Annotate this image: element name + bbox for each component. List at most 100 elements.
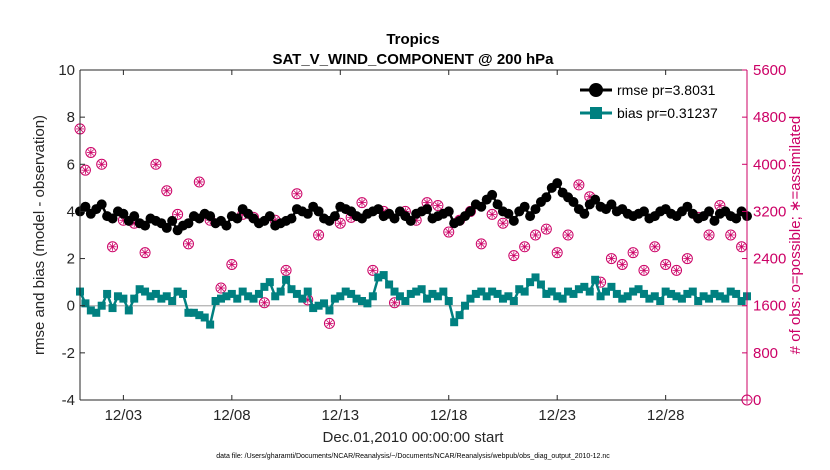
obs-count-point bbox=[595, 276, 607, 288]
bias-marker bbox=[238, 287, 247, 296]
bias-marker bbox=[504, 292, 513, 301]
bias-marker bbox=[330, 294, 339, 303]
obs-count-point bbox=[182, 238, 194, 250]
bias-marker bbox=[439, 287, 448, 296]
rmse-marker bbox=[422, 204, 433, 215]
obs-count-point bbox=[714, 200, 726, 212]
data-file-footnote: data file: /Users/gharamti/Documents/NCA… bbox=[216, 453, 610, 460]
obs-count-point bbox=[497, 217, 509, 229]
obs-count-point bbox=[671, 264, 683, 276]
bias-marker bbox=[113, 292, 122, 301]
bias-marker bbox=[233, 294, 242, 303]
obs-count-point bbox=[486, 208, 498, 220]
x-tick-label: 12/23 bbox=[538, 407, 576, 424]
bias-marker bbox=[151, 289, 160, 298]
bias-marker bbox=[184, 308, 193, 317]
obs-count-point bbox=[161, 185, 173, 197]
rmse-marker bbox=[221, 220, 232, 231]
bias-marker bbox=[515, 285, 524, 294]
y-tick-label-left: 4 bbox=[67, 203, 75, 220]
rmse-marker bbox=[606, 199, 617, 210]
bias-marker bbox=[363, 299, 372, 308]
chart-subtitle: SAT_V_WIND_COMPONENT @ 200 hPa bbox=[272, 51, 554, 68]
obs-count-point bbox=[172, 208, 184, 220]
bias-marker bbox=[477, 287, 486, 296]
rmse-marker bbox=[465, 206, 476, 217]
obs-count-point bbox=[681, 253, 693, 265]
obs-count-point bbox=[605, 253, 617, 265]
rmse-marker bbox=[476, 201, 487, 212]
rmse-marker bbox=[264, 211, 275, 222]
bias-marker bbox=[406, 289, 415, 298]
bias-marker bbox=[368, 292, 377, 301]
rmse-marker bbox=[129, 211, 140, 222]
x-tick-label: 12/03 bbox=[105, 407, 143, 424]
bias-marker bbox=[141, 287, 150, 296]
bias-marker bbox=[461, 301, 470, 310]
bias-marker bbox=[352, 294, 361, 303]
obs-count-point bbox=[334, 217, 346, 229]
rmse-marker bbox=[232, 213, 243, 224]
rmse-marker bbox=[508, 215, 519, 226]
obs-count-point bbox=[562, 229, 574, 241]
rmse-marker bbox=[530, 204, 541, 215]
bias-marker bbox=[564, 287, 573, 296]
bias-marker bbox=[705, 294, 714, 303]
bias-marker bbox=[227, 289, 236, 298]
bias-marker bbox=[607, 282, 616, 291]
obs-count-point bbox=[150, 158, 162, 170]
rmse-marker bbox=[373, 204, 384, 215]
bias-marker bbox=[86, 306, 95, 315]
y-tick-label-left: 0 bbox=[67, 298, 75, 315]
bias-marker bbox=[585, 287, 594, 296]
rmse-marker bbox=[682, 201, 693, 212]
obs-count-point bbox=[443, 226, 455, 238]
bias-marker bbox=[498, 294, 507, 303]
bias-marker bbox=[618, 294, 627, 303]
bias-marker bbox=[325, 306, 334, 315]
obs-count-point bbox=[280, 264, 292, 276]
x-tick-label: 12/13 bbox=[322, 407, 360, 424]
bias-marker bbox=[455, 311, 464, 320]
obs-count-point bbox=[291, 188, 303, 200]
rmse-marker bbox=[329, 211, 340, 222]
bias-marker bbox=[639, 289, 648, 298]
rmse-marker bbox=[286, 213, 297, 224]
rmse-marker bbox=[568, 197, 579, 207]
bias-marker bbox=[542, 289, 551, 298]
bias-marker bbox=[531, 273, 540, 282]
rmse-marker bbox=[443, 206, 454, 217]
bias-marker bbox=[260, 282, 269, 291]
bias-marker bbox=[309, 304, 318, 313]
bias-marker bbox=[347, 289, 356, 298]
bias-marker bbox=[379, 271, 388, 280]
rmse-marker bbox=[313, 206, 324, 217]
rmse-marker bbox=[118, 208, 129, 219]
bias-marker bbox=[526, 278, 535, 287]
obs-count-point bbox=[573, 179, 585, 191]
bias-marker bbox=[732, 289, 741, 298]
rmse-marker bbox=[525, 211, 536, 222]
bias-marker bbox=[520, 287, 529, 296]
bias-marker bbox=[92, 308, 101, 317]
bias-marker bbox=[688, 287, 697, 296]
y-tick-label-right: 1600 bbox=[753, 298, 786, 315]
bias-marker bbox=[672, 292, 681, 301]
bias-marker bbox=[596, 292, 605, 301]
bias-marker bbox=[602, 287, 611, 296]
bias-marker bbox=[374, 273, 383, 282]
rmse-marker bbox=[161, 222, 172, 233]
obs-count-point bbox=[215, 282, 227, 294]
bias-marker bbox=[694, 297, 703, 305]
bias-marker bbox=[715, 292, 724, 301]
obs-count-point bbox=[193, 176, 205, 188]
legend-bias-label: bias pr=0.31237 bbox=[617, 105, 718, 121]
rmse-marker bbox=[487, 189, 498, 200]
bias-marker bbox=[282, 275, 291, 284]
bias-marker bbox=[509, 297, 518, 305]
rmse-marker bbox=[519, 201, 530, 212]
rmse-marker bbox=[302, 208, 313, 219]
bias-marker bbox=[249, 294, 258, 303]
obs-count-point bbox=[736, 241, 748, 253]
bias-marker bbox=[124, 306, 133, 315]
